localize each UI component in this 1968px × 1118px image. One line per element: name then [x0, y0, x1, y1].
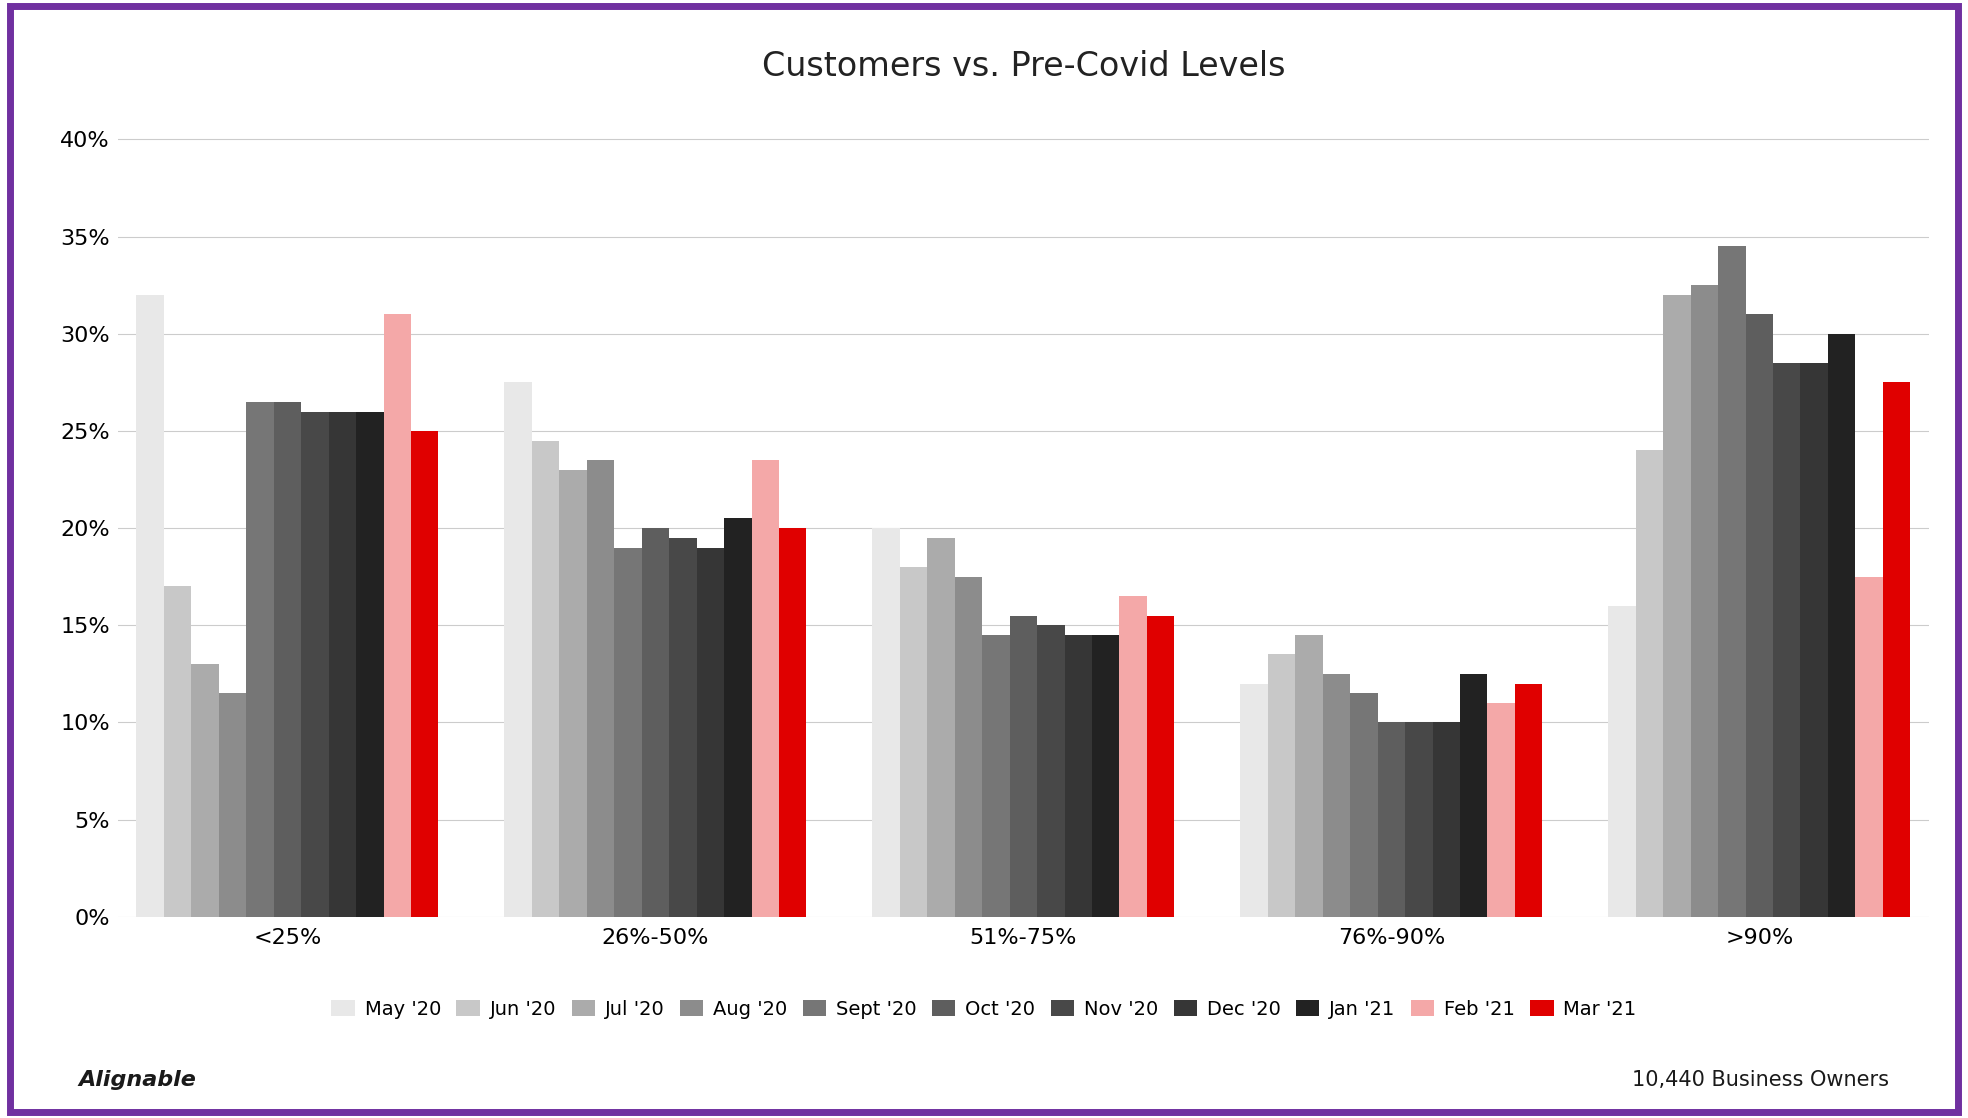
Bar	[1515, 683, 1543, 917]
Bar	[779, 528, 807, 917]
Bar	[1828, 334, 1856, 917]
Bar	[329, 411, 356, 917]
Bar	[1120, 596, 1147, 917]
Bar	[136, 295, 163, 917]
Bar	[1295, 635, 1322, 917]
Title: Customers vs. Pre-Covid Levels: Customers vs. Pre-Covid Levels	[762, 49, 1285, 83]
Bar	[872, 528, 899, 917]
Bar	[1378, 722, 1405, 917]
Bar	[1801, 363, 1828, 917]
Bar	[191, 664, 218, 917]
Legend: May '20, Jun '20, Jul '20, Aug '20, Sept '20, Oct '20, Nov '20, Dec '20, Jan '21: May '20, Jun '20, Jul '20, Aug '20, Sept…	[331, 999, 1637, 1018]
Bar	[163, 587, 191, 917]
Bar	[1718, 246, 1746, 917]
Bar	[642, 528, 669, 917]
Bar	[724, 519, 752, 917]
Bar	[1691, 285, 1718, 917]
Bar	[1322, 674, 1350, 917]
Bar	[504, 382, 531, 917]
Bar	[356, 411, 384, 917]
Bar	[954, 577, 982, 917]
Bar	[1460, 674, 1488, 917]
Bar	[982, 635, 1010, 917]
Text: Alignable: Alignable	[79, 1070, 197, 1090]
Bar	[1773, 363, 1801, 917]
Bar	[1883, 382, 1911, 917]
Bar	[531, 440, 559, 917]
Bar	[586, 461, 614, 917]
Bar	[1010, 616, 1037, 917]
Bar	[559, 470, 586, 917]
Bar	[1488, 703, 1515, 917]
Bar	[1092, 635, 1120, 917]
Bar	[669, 538, 697, 917]
Bar	[1405, 722, 1433, 917]
Bar	[1267, 654, 1295, 917]
Bar	[301, 411, 329, 917]
Bar	[752, 461, 779, 917]
Bar	[697, 548, 724, 917]
Bar	[1350, 693, 1378, 917]
Bar	[1663, 295, 1691, 917]
Bar	[411, 430, 439, 917]
Bar	[246, 401, 274, 917]
Bar	[927, 538, 954, 917]
Bar	[1037, 625, 1065, 917]
Bar	[218, 693, 246, 917]
Bar	[1147, 616, 1175, 917]
Bar	[1240, 683, 1267, 917]
Bar	[1608, 606, 1635, 917]
Bar	[384, 314, 411, 917]
Bar	[1746, 314, 1773, 917]
Bar	[1065, 635, 1092, 917]
Bar	[614, 548, 642, 917]
Bar	[1433, 722, 1460, 917]
Bar	[274, 401, 301, 917]
Bar	[899, 567, 927, 917]
Bar	[1635, 451, 1663, 917]
Bar	[1856, 577, 1883, 917]
Text: 10,440 Business Owners: 10,440 Business Owners	[1631, 1070, 1889, 1090]
